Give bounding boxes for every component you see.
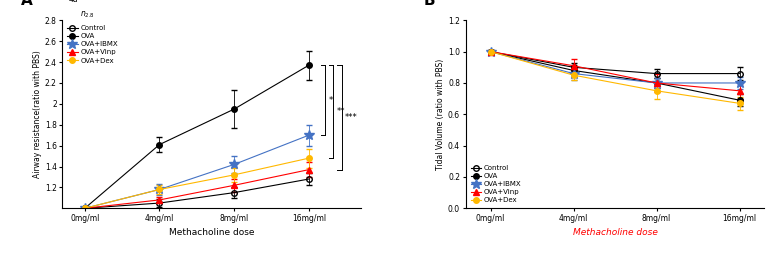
Text: **: ** xyxy=(336,107,345,116)
Text: $n_{2.8}$: $n_{2.8}$ xyxy=(80,10,95,20)
Y-axis label: Tidal Volume (ratio with PBS): Tidal Volume (ratio with PBS) xyxy=(436,59,445,170)
X-axis label: Methacholine dose: Methacholine dose xyxy=(169,228,254,237)
Legend: Control, OVA, OVA+IBMX, OVA+Vinp, OVA+Dex: Control, OVA, OVA+IBMX, OVA+Vinp, OVA+De… xyxy=(469,164,523,205)
Legend: Control, OVA, OVA+IBMX, OVA+Vinp, OVA+Dex: Control, OVA, OVA+IBMX, OVA+Vinp, OVA+De… xyxy=(66,24,119,65)
Text: ***: *** xyxy=(345,113,357,122)
X-axis label: Methacholine dose: Methacholine dose xyxy=(573,228,658,237)
Y-axis label: Airway resistance(ratio with PBS): Airway resistance(ratio with PBS) xyxy=(33,51,42,178)
Text: 4a: 4a xyxy=(69,0,78,4)
Text: A: A xyxy=(20,0,32,8)
Text: *: * xyxy=(328,96,332,105)
Text: B: B xyxy=(424,0,435,8)
